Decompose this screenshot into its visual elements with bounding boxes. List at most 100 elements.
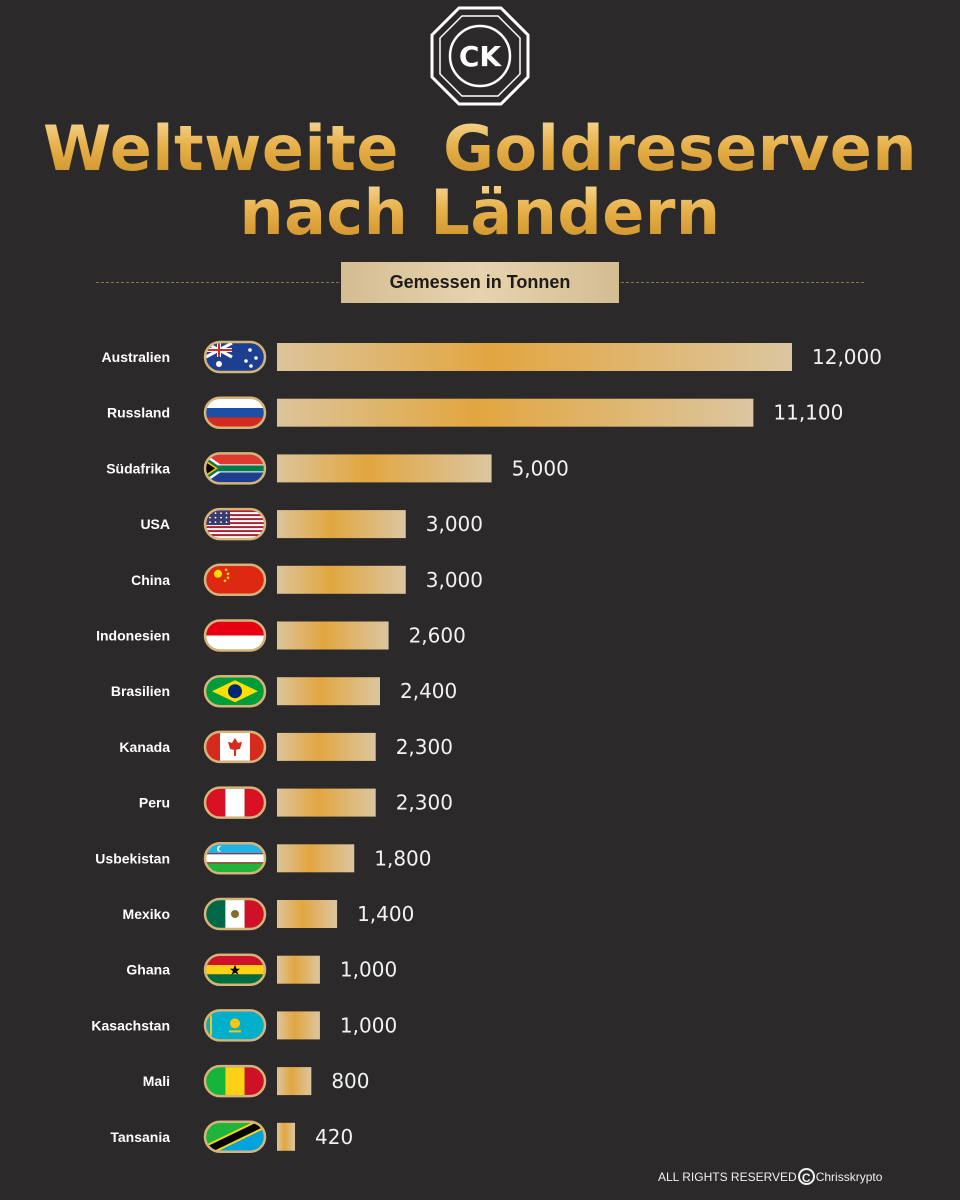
flag-border xyxy=(203,953,267,986)
category-label: Ghana xyxy=(126,962,170,978)
chart-row: Peru 2,300 xyxy=(139,786,453,819)
copyright-icon: C xyxy=(797,1168,815,1185)
bar xyxy=(277,565,406,594)
russia-flag-icon xyxy=(206,398,264,427)
australia-flag-icon xyxy=(206,343,264,371)
value-label: 5,000 xyxy=(512,456,569,480)
chart-row: Russland 11,100 xyxy=(107,396,843,429)
flag-border xyxy=(203,563,267,597)
bar xyxy=(277,844,355,873)
uzbekistan-flag-icon xyxy=(206,844,264,873)
kazakhstan-flag-icon xyxy=(206,1011,264,1040)
chart-row: Usbekistan 1,800 xyxy=(95,842,432,875)
category-label: Indonesien xyxy=(96,628,170,644)
category-label: Mexiko xyxy=(123,906,170,922)
page-title-line-1: Weltweite Goldreserven xyxy=(0,114,960,184)
value-label: 2,400 xyxy=(400,679,457,703)
category-label: Tansania xyxy=(110,1129,170,1145)
chart-row: Mali 800 xyxy=(143,1064,370,1098)
category-label: USA xyxy=(140,516,170,532)
bar xyxy=(277,398,754,427)
flag-border xyxy=(203,507,267,541)
bar xyxy=(277,454,492,483)
south-africa-flag-icon xyxy=(206,454,264,483)
flag-border xyxy=(203,452,267,485)
value-label: 1,800 xyxy=(374,846,431,870)
chart-row: Südafrika 5,000 xyxy=(106,452,569,485)
value-label: 1,000 xyxy=(340,1013,397,1037)
china-flag-icon xyxy=(206,565,264,594)
bar xyxy=(277,1067,312,1096)
bar xyxy=(277,732,376,761)
ck-logo-icon: CK xyxy=(430,6,530,106)
bar xyxy=(277,510,406,539)
category-label: Brasilien xyxy=(111,683,170,699)
usa-flag-icon xyxy=(206,510,264,539)
value-label: 3,000 xyxy=(426,568,483,592)
category-label: Mali xyxy=(143,1073,170,1089)
bar xyxy=(277,1122,296,1151)
category-label: Peru xyxy=(139,795,170,811)
ghana-flag-icon xyxy=(206,955,264,984)
chart-row: Australien 12,000 xyxy=(102,340,882,374)
bar xyxy=(277,621,389,650)
value-label: 3,000 xyxy=(426,512,483,536)
flag-border xyxy=(203,396,267,429)
indonesia-flag-icon xyxy=(206,621,264,650)
category-label: China xyxy=(131,572,170,588)
flag-border xyxy=(203,730,267,764)
bar xyxy=(277,900,338,928)
value-label: 1,000 xyxy=(340,958,397,982)
flag-border xyxy=(203,1120,267,1154)
subtitle-badge: Gemessen in Tonnen xyxy=(341,262,619,303)
flag-border xyxy=(203,786,267,819)
chart-row: Brasilien 2,400 xyxy=(111,674,457,708)
chart-row: Kasachstan 1,000 xyxy=(91,1009,397,1042)
canada-flag-icon xyxy=(206,732,264,761)
value-label: 11,100 xyxy=(773,401,843,425)
category-label: Kasachstan xyxy=(91,1017,170,1033)
value-label: 2,600 xyxy=(409,624,466,648)
footer: ALL RIGHTS RESERVED C Chrisskrypto xyxy=(658,1168,882,1185)
flag-border xyxy=(203,1009,267,1042)
value-label: 420 xyxy=(315,1125,353,1149)
chart-row: Kanada 2,300 xyxy=(119,730,453,764)
bar xyxy=(277,788,376,817)
flag-border xyxy=(203,897,267,931)
peru-flag-icon xyxy=(206,788,264,817)
mali-flag-icon xyxy=(206,1067,264,1096)
value-label: 12,000 xyxy=(812,345,882,369)
logo-text: CK xyxy=(459,40,503,73)
value-label: 2,300 xyxy=(396,791,453,815)
category-label: Südafrika xyxy=(106,460,170,476)
brazil-flag-icon xyxy=(206,677,264,706)
bar xyxy=(277,1011,320,1040)
value-label: 800 xyxy=(331,1069,369,1093)
bar xyxy=(277,955,320,984)
chart-row: Indonesien 2,600 xyxy=(96,619,466,652)
bar xyxy=(277,677,380,706)
value-label: 2,300 xyxy=(396,735,453,759)
chart-row: China 3,000 xyxy=(131,563,483,597)
chart-row: USA 3,000 xyxy=(140,507,483,541)
flag-border xyxy=(203,842,267,875)
page-title-line-2: nach Ländern xyxy=(0,178,960,248)
footer-rights: ALL RIGHTS RESERVED xyxy=(658,1169,797,1184)
flag-border xyxy=(203,1064,267,1098)
chart-row: Mexiko 1,400 xyxy=(123,897,414,931)
tanzania-flag-icon xyxy=(206,1122,264,1151)
mexico-flag-icon xyxy=(206,900,264,928)
category-label: Usbekistan xyxy=(95,850,170,866)
flag-border xyxy=(203,674,267,708)
value-label: 1,400 xyxy=(357,902,414,926)
flag-border xyxy=(203,619,267,652)
flag-border xyxy=(203,340,267,374)
footer-brand: Chrisskrypto xyxy=(815,1169,883,1184)
category-label: Australien xyxy=(102,349,170,365)
category-label: Russland xyxy=(107,405,170,421)
chart-row: Tansania 420 xyxy=(110,1120,353,1154)
category-label: Kanada xyxy=(119,739,170,755)
bar xyxy=(277,343,792,371)
chart-row: Ghana 1,000 xyxy=(126,953,397,986)
